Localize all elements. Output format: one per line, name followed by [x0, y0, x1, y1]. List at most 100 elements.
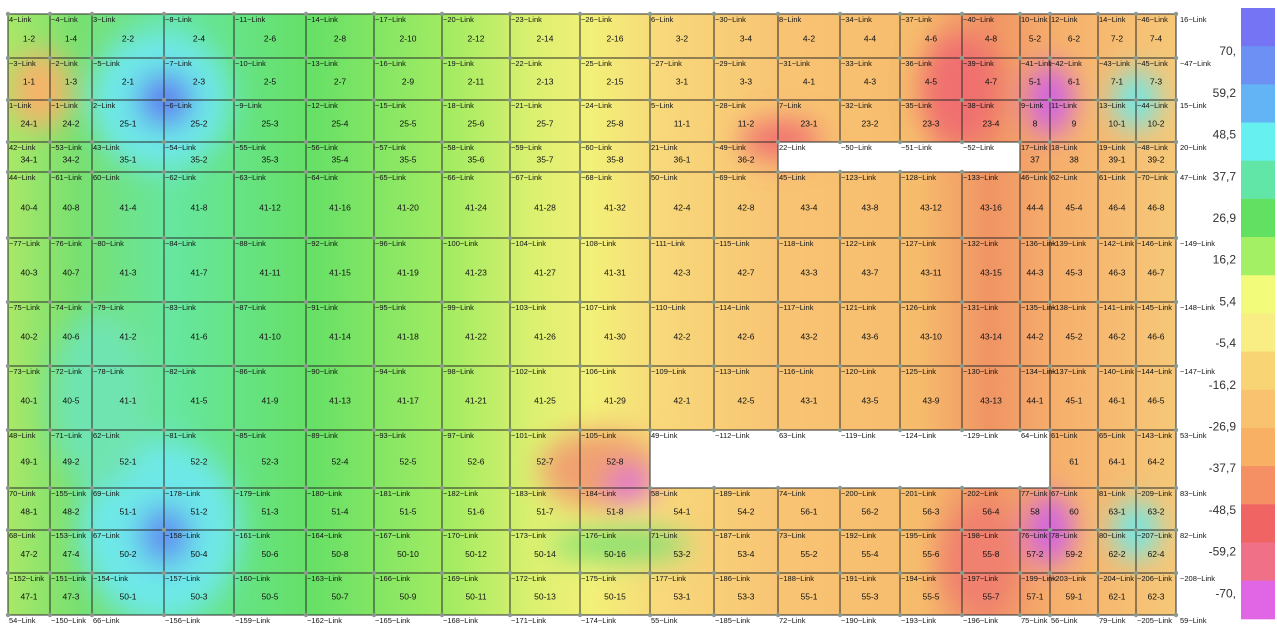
element-label: 55-1 [800, 591, 817, 601]
link-label: ~121~Link [841, 303, 876, 312]
node [89, 485, 95, 491]
node [711, 235, 717, 241]
element-label: 39-2 [1147, 154, 1164, 164]
node [577, 427, 583, 433]
link-label: ~8~Link [165, 15, 192, 24]
link-label: 56~Link [1051, 616, 1078, 625]
link-label: ~19~Link [443, 59, 474, 68]
node [897, 427, 903, 433]
link-label: ~174~Link [581, 616, 616, 625]
node [439, 570, 445, 576]
node [837, 139, 843, 145]
link-label: ~39~Link [963, 59, 994, 68]
node [47, 235, 53, 241]
element-label: 4-1 [803, 76, 816, 86]
link-label: ~81~Link [165, 431, 196, 440]
link-label: ~95~Link [375, 303, 406, 312]
element-label: 42-4 [673, 202, 690, 212]
link-label: ~154~Link [93, 574, 128, 583]
link-label: ~178~Link [165, 489, 200, 498]
element-label: 41-8 [190, 202, 207, 212]
legend-label: 37,7 [1213, 169, 1237, 183]
link-label: ~112~Link [715, 431, 750, 440]
node [161, 11, 167, 17]
node [47, 97, 53, 103]
node [507, 55, 513, 61]
element-label: 62-4 [1147, 549, 1164, 559]
link-label: ~141~Link [1099, 303, 1134, 312]
element-label: 63-1 [1108, 506, 1125, 516]
node [1047, 139, 1053, 145]
node [775, 139, 781, 145]
link-label: ~153~Link [51, 531, 86, 540]
element-label: 9 [1072, 118, 1077, 128]
element-label: 41-24 [465, 202, 487, 212]
link-label: ~105~Link [581, 431, 616, 440]
link-label: ~24~Link [581, 101, 612, 110]
node [47, 299, 53, 305]
element-label: 50-3 [190, 591, 207, 601]
element-label: 25-6 [467, 118, 484, 128]
node [5, 139, 11, 145]
element-label: 59-2 [1065, 549, 1082, 559]
node [647, 169, 653, 175]
node [47, 55, 53, 61]
link-label: 12~Link [1051, 15, 1078, 24]
node [231, 55, 237, 61]
element-label: 48-1 [20, 506, 37, 516]
link-label: 80~Link [1099, 531, 1126, 540]
element-label: 43-11 [920, 267, 941, 277]
link-label: 73~Link [779, 531, 806, 540]
element-label: 41-5 [190, 395, 207, 405]
legend-label: -37,7 [1209, 461, 1237, 475]
element-label: 54-1 [673, 506, 690, 516]
node [1017, 169, 1023, 175]
element-label: 41-9 [261, 395, 278, 405]
element-label: 23-2 [861, 118, 878, 128]
node [775, 299, 781, 305]
element-label: 35-7 [536, 154, 553, 164]
link-label: 67~Link [93, 531, 120, 540]
node [711, 169, 717, 175]
link-label: ~194~Link [901, 574, 936, 583]
element-label: 49-2 [62, 456, 79, 466]
node [5, 97, 11, 103]
link-label: ~13~Link [307, 59, 338, 68]
element-label: 45-3 [1065, 267, 1082, 277]
link-label: ~53~Link [51, 143, 82, 152]
link-label: ~70~Link [1137, 173, 1168, 182]
node [231, 427, 237, 433]
link-label: ~6~Link [165, 101, 192, 110]
link-label: ~40~Link [963, 15, 994, 24]
node [439, 299, 445, 305]
legend-swatch [1241, 542, 1275, 582]
node [577, 363, 583, 369]
link-label: 53~Link [1180, 431, 1207, 440]
node [371, 55, 377, 61]
link-label: 5~Link [651, 101, 674, 110]
element-label: 41-25 [534, 395, 556, 405]
element-label: 2-7 [334, 76, 347, 86]
element-label: 10-1 [1108, 118, 1125, 128]
element-label: 10-2 [1147, 118, 1164, 128]
element-label: 63-2 [1147, 506, 1164, 516]
link-label: ~160~Link [235, 574, 270, 583]
link-label: ~4~Link [51, 15, 78, 24]
node [577, 11, 583, 17]
node [161, 299, 167, 305]
link-label: ~94~Link [375, 367, 406, 376]
node [507, 612, 513, 618]
node [371, 363, 377, 369]
legend-swatch [1241, 237, 1275, 276]
element-label: 41-6 [190, 331, 207, 341]
element-label: 36-2 [737, 154, 754, 164]
link-label: ~67~Link [511, 173, 542, 182]
node [507, 97, 513, 103]
element-label: 43-10 [920, 331, 942, 341]
node [959, 11, 965, 17]
link-label: ~71~Link [51, 431, 82, 440]
link-label: ~3~Link [9, 59, 36, 68]
node [837, 97, 843, 103]
link-label: ~50~Link [841, 143, 872, 152]
